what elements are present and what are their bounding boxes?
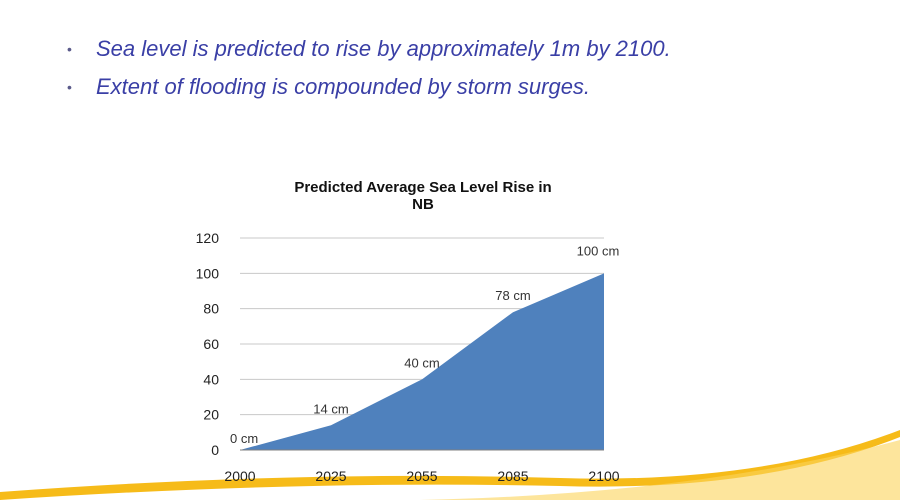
bullet-item: • Sea level is predicted to rise by appr…	[62, 30, 671, 68]
x-tick-label: 2100	[588, 468, 619, 484]
y-tick-label: 20	[203, 407, 219, 423]
data-label: 0 cm	[230, 431, 258, 446]
bullet-text: Sea level is predicted to rise by approx…	[96, 36, 671, 61]
chart-title: Predicted Average Sea Level Rise in	[294, 179, 551, 196]
bullet-icon: •	[67, 41, 72, 57]
bullet-text: Extent of flooding is compounded by stor…	[96, 74, 591, 99]
x-tick-label: 2000	[224, 468, 255, 484]
x-tick-label: 2025	[315, 468, 346, 484]
y-tick-label: 120	[196, 230, 220, 246]
y-tick-label: 80	[203, 301, 219, 317]
data-label: 40 cm	[404, 355, 439, 370]
x-tick-label: 2085	[497, 468, 528, 484]
x-tick-label: 2055	[406, 468, 437, 484]
data-label: 78 cm	[495, 288, 530, 303]
y-tick-label: 0	[211, 442, 219, 458]
bullet-icon: •	[67, 79, 72, 95]
bullet-item: • Extent of flooding is compounded by st…	[62, 68, 671, 106]
chart-title: NB	[412, 196, 434, 213]
area-series	[240, 273, 604, 450]
bullet-list: • Sea level is predicted to rise by appr…	[62, 30, 671, 106]
y-tick-label: 100	[196, 265, 220, 281]
y-tick-label: 60	[203, 336, 219, 352]
data-label: 14 cm	[313, 401, 348, 416]
data-label: 100 cm	[577, 243, 620, 258]
y-tick-label: 40	[203, 371, 219, 387]
